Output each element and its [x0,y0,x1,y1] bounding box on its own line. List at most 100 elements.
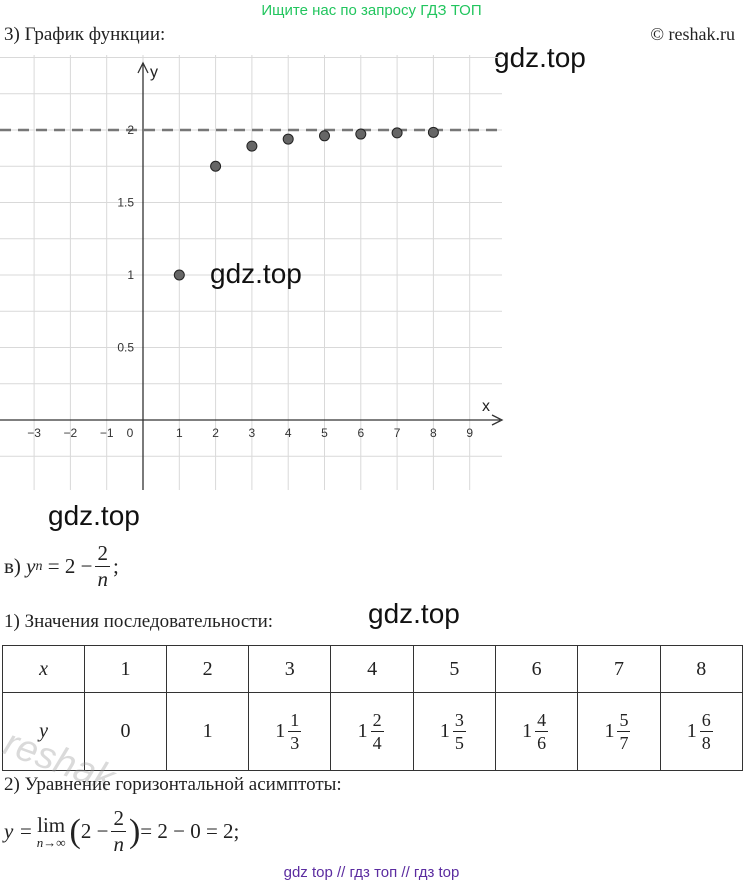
whole-part: 1 [522,720,533,742]
table-row-x: x 1 2 3 4 5 6 7 8 [1,645,743,693]
table-cell: 8 [659,645,743,693]
fraction-numerator: 1 [288,710,302,732]
data-point [173,269,185,281]
x-tick-label: −1 [100,426,114,440]
whole-part: 1 [686,720,697,742]
formula-eq: = 2 − [47,554,93,578]
formula-lhs: y [26,554,36,578]
fraction-denominator: 4 [372,733,382,753]
whole-part: 1 [357,720,368,742]
axes [0,61,504,490]
x-tick-label: −3 [27,426,41,440]
x-tick-label: 8 [430,426,437,440]
table-cell: 3 [248,645,332,693]
limit-lhs: y = [4,819,33,843]
copyright-label: © reshak.ru [650,24,735,44]
whole-part: 1 [604,720,615,742]
formula-tail: ; [112,554,119,578]
asymptote-title: 2) Уравнение горизонтальной асимптоты: [4,774,342,795]
fraction-denominator: 6 [537,733,547,753]
table-cell: 5 [412,645,497,693]
table-header-y: y [1,692,86,771]
y-axis-label: y [150,64,158,81]
x-axis-arrow [491,414,504,426]
data-point [391,127,403,139]
function-graph: −3 −2 −1 0 1 2 3 4 5 6 7 8 9 0.5 1 1.5 2 x y [0,55,504,490]
fraction-denominator: n [97,567,108,591]
values-title: 1) Значения последовательности: [4,611,274,632]
fraction-numerator: 4 [535,710,549,732]
fraction-denominator: n [113,832,124,856]
whole-part: 1 [275,720,286,742]
x-tick-label: 6 [357,426,364,440]
data-point [210,160,222,172]
data-point [427,126,439,138]
fraction-numerator: 2 [95,541,110,567]
y-tick-label: 1 [127,268,134,282]
top-banner[interactable]: Ищите нас по запросу ГДЗ ТОП [261,2,482,19]
fraction-numerator: 2 [111,806,126,832]
data-point [355,128,367,140]
fraction-numerator: 3 [452,710,466,732]
watermark-gdz: gdz.top [48,500,140,531]
limit-operator: lim n→∞ [36,812,66,850]
table-cell: 2 [166,645,250,693]
footer-links[interactable]: gdz top // гдз топ // гдз top [283,864,460,881]
table-cell: 1 [84,645,168,693]
fraction-numerator: 6 [699,710,713,732]
data-point [246,140,258,152]
table-cell: 4 [330,645,414,693]
fraction-denominator: 8 [701,733,711,753]
limit-rhs: = 2 − 0 = 2; [140,819,240,843]
x-axis-label: x [482,398,490,415]
fraction-denominator: 3 [290,733,300,753]
formula-fraction: 2 n [95,543,110,590]
graph-title: 3) График функции: [4,24,166,45]
x-tick-label: 2 [212,426,219,440]
open-paren: ( [69,812,81,850]
x-tick-label: 1 [176,426,183,440]
fraction-numerator: 2 [370,710,384,732]
whole-part: 1 [202,720,213,742]
watermark-gdz: gdz.top [210,258,302,289]
formula-sub: n [35,558,43,574]
x-tick-label: −2 [64,426,78,440]
whole-part: 0 [120,720,131,742]
lim-subscript: n→∞ [36,834,66,850]
limit-fraction: 2 n [111,808,126,855]
y-tick-label: 0.5 [117,341,134,355]
x-tick-label: 9 [466,426,473,440]
x-tick-label: 7 [394,426,401,440]
y-tick-label: 1.5 [117,196,134,210]
close-paren: ) [128,812,141,850]
x-tick-label: 0 [127,426,134,440]
data-points [173,126,439,281]
watermark-gdz: gdz.top [368,598,460,629]
x-tick-label: 5 [321,426,328,440]
y-tick-label: 2 [127,123,134,137]
x-tick-label: 3 [249,426,256,440]
table-header-x: x [1,645,86,693]
x-tick-label: 4 [285,426,292,440]
fraction-denominator: 5 [454,733,464,753]
part-label: в) [4,554,21,578]
data-point [319,130,330,142]
watermark-gdz: gdz.top [494,42,586,73]
table-cell: 7 [577,645,661,693]
data-point [282,133,294,145]
lim-text: lim [37,812,66,837]
whole-part: 1 [439,720,450,742]
fraction-denominator: 7 [619,733,629,753]
